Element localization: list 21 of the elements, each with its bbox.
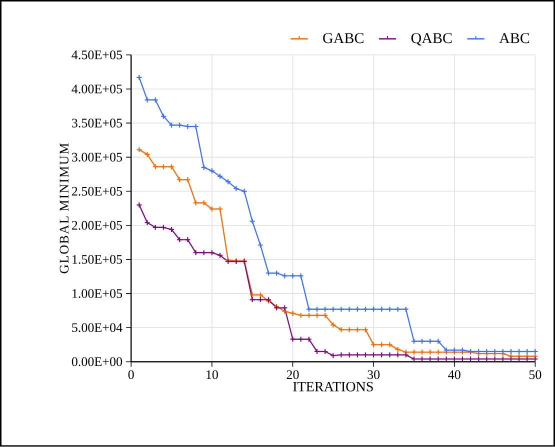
y-tick-label: 1.50E+05 (72, 255, 122, 264)
y-tick-label: 1.00E+05 (72, 289, 122, 298)
x-axis-title: ITERATIONS (293, 382, 373, 392)
x-tick-label: 20 (286, 370, 299, 380)
y-axis-title: GLOBAL MINIMUM (60, 143, 69, 274)
y-tick-label: 0.00E+00 (72, 357, 122, 366)
y-tick-label: 3.00E+05 (72, 152, 122, 162)
x-tick-label: 40 (448, 370, 460, 380)
x-tick-label: 30 (368, 370, 380, 380)
y-tick-label: 5.00E+04 (72, 323, 122, 332)
y-tick-label: 2.00E+05 (72, 221, 122, 230)
legend-label: GABC (323, 33, 364, 44)
x-tick-label: 10 (206, 370, 218, 380)
x-tick-label: 50 (529, 370, 542, 380)
legend-label: QABC (411, 33, 452, 46)
y-tick-label: 3.50E+05 (72, 118, 122, 128)
legend-label: ABC (499, 33, 530, 44)
y-tick-label: 4.50E+05 (72, 50, 122, 60)
x-tick-label: 0 (128, 370, 134, 380)
y-tick-label: 4.00E+05 (72, 84, 122, 94)
y-tick-label: 2.50E+05 (72, 186, 122, 196)
